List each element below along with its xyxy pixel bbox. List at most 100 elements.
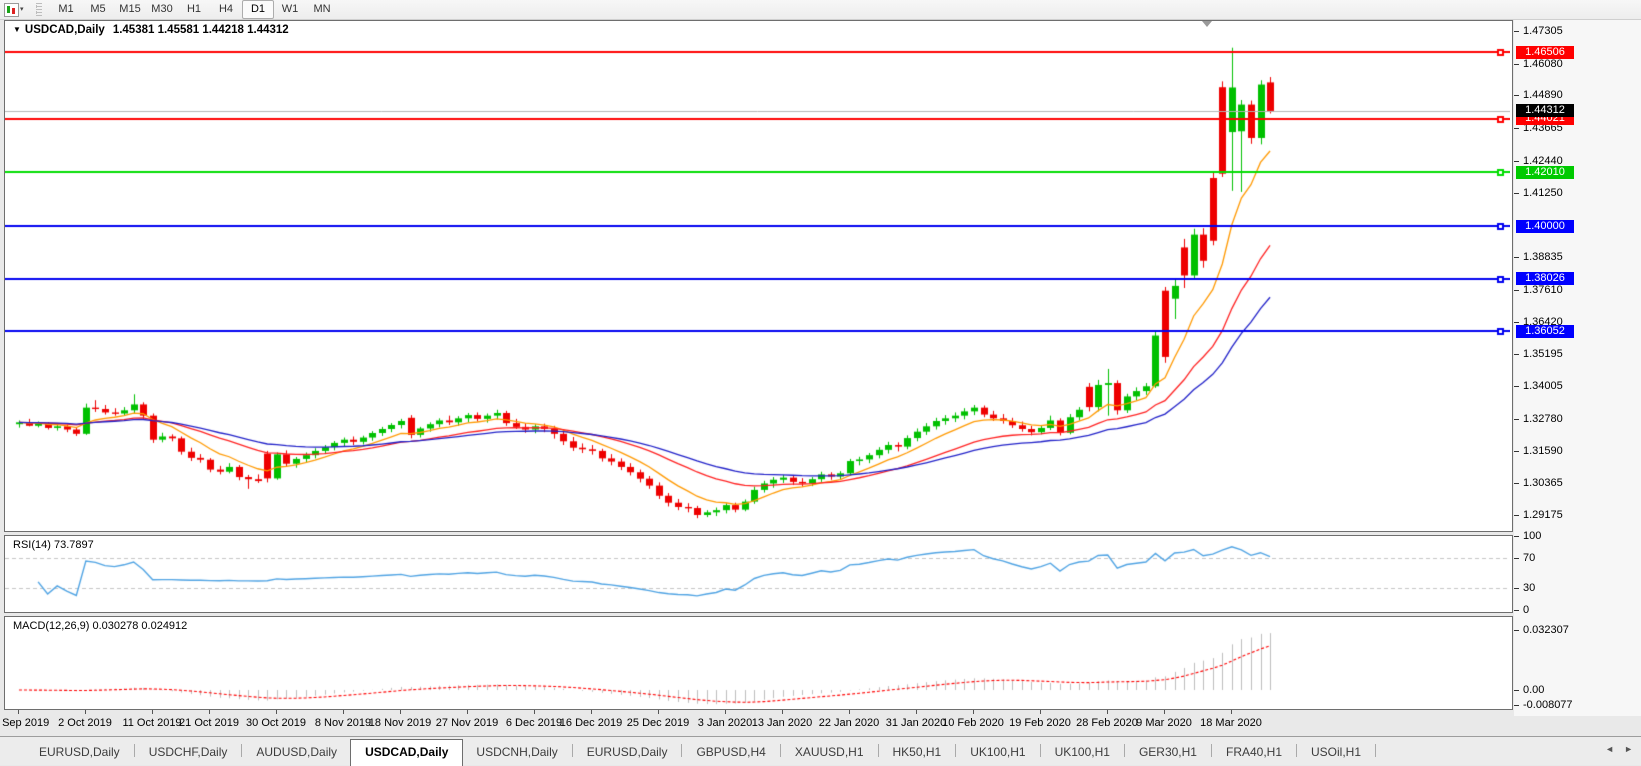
date-axis-label: 23 Sep 2019 [0, 717, 50, 729]
rsi-axis-tick-dash [1514, 588, 1519, 589]
chevron-down-icon: ▾ [20, 6, 24, 13]
date-axis-tick [591, 710, 592, 714]
timeframe-button-M30[interactable]: M30 [151, 3, 173, 15]
chart-tab-gbpusd-h4[interactable]: GBPUSD,H4 [696, 745, 766, 759]
price-axis[interactable]: 1.47305 1.46080 1.44890 1.43665 1.42440 1.412… [1514, 20, 1641, 716]
chart-tab-uk100-h1[interactable]: UK100,H1 [1054, 745, 1110, 759]
price-axis-tick-dash [1514, 95, 1519, 96]
date-axis-tick [916, 710, 917, 714]
price-axis-tick-dash [1514, 64, 1519, 65]
price-axis-tick: 1.35195 [1523, 348, 1563, 360]
date-axis-tick [1231, 710, 1232, 714]
chart-tab-audusd-daily[interactable]: AUDUSD,Daily [256, 745, 338, 759]
chart-tab-eurusd-daily[interactable]: EURUSD,Daily [586, 745, 668, 759]
chart-tab-eurusd-daily[interactable]: EURUSD,Daily [39, 745, 120, 759]
rsi-label: RSI(14) 73.7897 [13, 539, 94, 551]
date-axis-tick [534, 710, 535, 714]
date-axis-label: 11 Oct 2019 [122, 717, 182, 729]
chart-tab-hk50-h1[interactable]: HK50,H1 [892, 745, 942, 759]
chart-ohlc-values: 1.45381 1.45581 1.44218 1.44312 [112, 24, 289, 36]
chart-tab-usdcad-daily[interactable]: USDCAD,Daily [350, 739, 464, 766]
chart-shift-marker[interactable] [1202, 21, 1212, 27]
date-axis-tick [18, 710, 19, 714]
date-axis-tick [152, 710, 153, 714]
date-axis-tick [1107, 710, 1108, 714]
timeframe-button-MN[interactable]: MN [313, 3, 331, 15]
price-axis-tick: 1.37610 [1523, 284, 1563, 296]
macd-panel: MACD(12,26,9) 0.030278 0.024912 [4, 616, 1513, 710]
macd-axis-tick: -0.008077 [1523, 699, 1573, 711]
symbol-dropdown-icon[interactable]: ▼ [13, 25, 21, 34]
date-axis-tick [343, 710, 344, 714]
rsi-axis-tick: 100 [1523, 530, 1542, 542]
date-axis-label: 28 Feb 2020 [1076, 717, 1138, 729]
timeframe-button-M1[interactable]: M1 [58, 3, 74, 15]
date-axis-label: 8 Nov 2019 [314, 717, 372, 729]
price-line-badge-1.38026: 1.38026 [1516, 272, 1574, 285]
date-axis-label: 31 Jan 2020 [885, 717, 947, 729]
price-axis-tick-dash [1514, 128, 1519, 129]
price-axis-tick-dash [1514, 31, 1519, 32]
date-axis-tick [400, 710, 401, 714]
date-axis-tick [1164, 710, 1165, 714]
date-axis-tick [1040, 710, 1041, 714]
date-axis-tick [467, 710, 468, 714]
chart-type-button[interactable]: ▾ [4, 2, 26, 17]
tab-separator [1123, 744, 1125, 757]
tab-separator [877, 744, 879, 757]
price-line-badge-1.36052: 1.36052 [1516, 325, 1574, 338]
main-chart-canvas[interactable] [5, 21, 1510, 529]
timeframe-button-H4[interactable]: H4 [218, 3, 234, 15]
macd-canvas[interactable] [5, 617, 1510, 707]
chart-tab-xauusd-h1[interactable]: XAUUSD,H1 [794, 745, 864, 759]
current-price-badge: 1.44312 [1516, 104, 1574, 117]
tab-separator [681, 744, 683, 757]
macd-axis-tick: 0.00 [1523, 684, 1545, 696]
timeframe-button-W1[interactable]: W1 [281, 3, 299, 15]
macd-label: MACD(12,26,9) 0.030278 0.024912 [13, 620, 188, 632]
price-line-badge-1.46506: 1.46506 [1516, 46, 1574, 59]
date-axis-label: 16 Dec 2019 [559, 717, 623, 729]
macd-axis-tick-dash [1514, 705, 1519, 706]
top-toolbar: ▾ M1 M5 M15 M30 H1 H4 D1 W1 MN [0, 0, 1641, 20]
timeframe-button-M5[interactable]: M5 [90, 3, 106, 15]
macd-axis-tick: 0.032307 [1523, 624, 1569, 636]
price-axis-tick: 1.43665 [1523, 122, 1563, 134]
chart-tab-bar: EURUSD,Daily USDCHF,Daily AUDUSD,Daily USDC… [0, 736, 1641, 766]
date-axis-label: 18 Mar 2020 [1200, 717, 1262, 729]
timeframe-buttons: M1 M5 M15 M30 H1 H4 D1 W1 MN [50, 0, 338, 19]
chevron-right-icon[interactable]: ► [1624, 744, 1633, 754]
rsi-canvas[interactable] [5, 536, 1510, 610]
chart-tab-uk100-h1[interactable]: UK100,H1 [970, 745, 1026, 759]
chart-tab-usdchf-daily[interactable]: USDCHF,Daily [148, 745, 228, 759]
price-axis-tick: 1.47305 [1523, 25, 1563, 37]
date-axis-label: 3 Jan 2020 [697, 717, 753, 729]
chart-tab-usoil-h1[interactable]: USOil,H1 [1311, 745, 1362, 759]
chart-tab-ger30-h1[interactable]: GER30,H1 [1138, 745, 1197, 759]
date-axis-tick [209, 710, 210, 714]
toolbar-drag-handle[interactable] [36, 3, 42, 16]
price-axis-tick-dash [1514, 483, 1519, 484]
date-axis-label: 2 Oct 2019 [58, 717, 112, 729]
price-axis-tick-dash [1514, 515, 1519, 516]
tab-separator [241, 744, 243, 757]
date-axis-tick [658, 710, 659, 714]
rsi-axis-tick: 0 [1523, 604, 1530, 616]
timeframe-button-M15[interactable]: M15 [119, 3, 141, 15]
timeframe-button-D1[interactable]: D1 [242, 0, 274, 19]
date-axis-label: 10 Feb 2020 [942, 717, 1004, 729]
timeframe-button-H1[interactable]: H1 [186, 3, 202, 15]
price-axis-tick-dash [1514, 322, 1519, 323]
chevron-left-icon[interactable]: ◄ [1605, 744, 1615, 754]
rsi-axis-tick: 30 [1523, 582, 1536, 594]
price-axis-tick-dash [1514, 451, 1519, 452]
date-axis-tick [782, 710, 783, 714]
tab-scroll-buttons: ◄ ► [1605, 744, 1633, 754]
tab-separator [1210, 744, 1212, 757]
main-chart-panel: ▼ USDCAD,Daily 1.45381 1.45581 1.44218 1.4… [4, 20, 1513, 532]
chart-tab-fra40-h1[interactable]: FRA40,H1 [1225, 745, 1283, 759]
date-axis-label: 25 Dec 2019 [626, 717, 690, 729]
date-axis-label: 27 Nov 2019 [435, 717, 499, 729]
chart-tab-usdcnh-daily[interactable]: USDCNH,Daily [476, 745, 558, 759]
